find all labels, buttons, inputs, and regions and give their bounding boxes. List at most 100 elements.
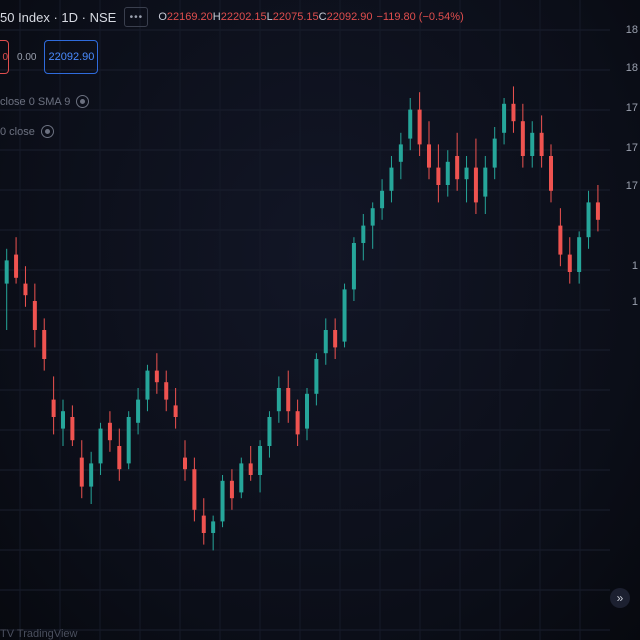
candle-body[interactable] (389, 167, 394, 191)
candle-body[interactable] (323, 330, 328, 354)
more-icon[interactable]: ••• (124, 7, 149, 27)
candle-body[interactable] (248, 463, 253, 475)
candle-body[interactable] (79, 457, 84, 487)
eye-icon[interactable] (40, 125, 54, 138)
candle-body[interactable] (173, 405, 178, 417)
candle-body[interactable] (42, 330, 47, 359)
sell-button[interactable]: 0 (0, 40, 9, 74)
candle-body[interactable] (305, 393, 309, 429)
axis-label: 1 (631, 296, 638, 308)
open-value: 22169.20 (166, 11, 213, 23)
sell-label: 0 (2, 51, 8, 63)
candle-body[interactable] (567, 254, 572, 272)
indicator-sma-label: close 0 SMA 9 (0, 95, 71, 108)
candle-body[interactable] (436, 167, 441, 185)
candle-body[interactable] (61, 411, 65, 429)
candle-body[interactable] (511, 103, 516, 122)
candle-body[interactable] (89, 463, 94, 487)
buy-price: 22092.90 (48, 51, 95, 63)
candle-body[interactable] (398, 144, 403, 162)
high-label: H (212, 11, 221, 23)
candle-body[interactable] (314, 359, 319, 394)
trade-bar: 0 0.00 22092.90 (0, 40, 99, 74)
candle-body[interactable] (107, 422, 112, 441)
candle-body[interactable] (154, 370, 159, 383)
candle-body[interactable] (192, 469, 197, 510)
indicator-close[interactable]: 0 close (0, 125, 54, 138)
candle-body[interactable] (145, 370, 150, 400)
axis-label: 17 (625, 180, 638, 192)
candle-body[interactable] (333, 330, 338, 348)
candle-body[interactable] (520, 121, 525, 156)
candle-body[interactable] (211, 521, 216, 533)
symbol-title[interactable]: 50 Index · 1D · NSE (0, 9, 117, 25)
open-label: O (158, 11, 167, 23)
axis-label: 18 (625, 62, 638, 74)
candle-body[interactable] (483, 167, 488, 197)
candle-body[interactable] (342, 289, 347, 342)
candle-body[interactable] (23, 283, 28, 296)
candle-body[interactable] (427, 144, 431, 168)
ohlc-readout: O 22169.20 H 22202.15 L 22075.15 C 22092… (158, 11, 463, 23)
candle-body[interactable] (370, 208, 375, 226)
eye-icon[interactable] (76, 95, 90, 108)
spread-value: 0.00 (17, 51, 37, 63)
candle-body[interactable] (164, 382, 169, 400)
candle-body[interactable] (361, 225, 366, 243)
candle-body[interactable] (183, 457, 187, 470)
candle-body[interactable] (201, 515, 206, 533)
scroll-to-latest-button[interactable]: » (610, 588, 630, 608)
candle-body[interactable] (258, 446, 263, 475)
candle-body[interactable] (539, 132, 544, 156)
candle-body[interactable] (98, 428, 103, 464)
low-label: L (266, 11, 273, 23)
change-value: −119.80 (−0.54%) (376, 11, 464, 23)
candle-body[interactable] (586, 202, 591, 238)
indicator-sma[interactable]: close 0 SMA 9 (0, 95, 90, 108)
top-bar: 50 Index · 1D · NSE ••• O 22169.20 H 222… (0, 6, 464, 28)
high-value: 22202.15 (220, 11, 267, 23)
candle-body[interactable] (492, 138, 497, 168)
candle-body[interactable] (286, 388, 291, 412)
axis-label: 18 (625, 24, 638, 36)
candle-body[interactable] (473, 167, 478, 203)
candlestick-chart[interactable] (0, 0, 610, 640)
candle-body[interactable] (502, 103, 507, 133)
candle-body[interactable] (417, 109, 422, 145)
axis-label: 1 (631, 260, 638, 272)
candle-body[interactable] (136, 399, 141, 423)
price-axis[interactable]: 18 18 17 17 17 1 1 (614, 0, 640, 640)
candle-body[interactable] (595, 202, 600, 220)
close-label: C (318, 11, 327, 23)
candle-body[interactable] (4, 260, 9, 284)
candle-body[interactable] (117, 446, 122, 470)
candle-body[interactable] (267, 417, 272, 446)
candle-body[interactable] (14, 254, 19, 278)
candle-body[interactable] (239, 463, 244, 493)
candle-body[interactable] (126, 417, 131, 464)
candle-body[interactable] (276, 388, 281, 412)
candle-body[interactable] (229, 480, 234, 499)
candle-body[interactable] (408, 109, 413, 139)
candle-body[interactable] (558, 225, 563, 255)
close-value: 22092.90 (326, 11, 373, 23)
candle-body[interactable] (464, 167, 469, 180)
candle-body[interactable] (577, 237, 582, 272)
candle-body[interactable] (380, 190, 385, 209)
candle-body[interactable] (445, 161, 450, 185)
candle-body[interactable] (220, 480, 225, 522)
candle-body[interactable] (455, 156, 460, 180)
axis-label: 17 (625, 102, 638, 114)
candle-body[interactable] (530, 132, 535, 156)
candle-body[interactable] (351, 243, 356, 290)
candle-body[interactable] (70, 417, 75, 441)
low-value: 22075.15 (272, 11, 319, 23)
buy-button[interactable]: 22092.90 (44, 40, 99, 74)
indicator-close-label: 0 close (0, 125, 35, 138)
candle-body[interactable] (51, 399, 56, 417)
candle-body[interactable] (32, 301, 37, 330)
candle-body[interactable] (295, 411, 300, 435)
candle-body[interactable] (549, 156, 553, 191)
watermark: TV TradingView (0, 628, 78, 640)
